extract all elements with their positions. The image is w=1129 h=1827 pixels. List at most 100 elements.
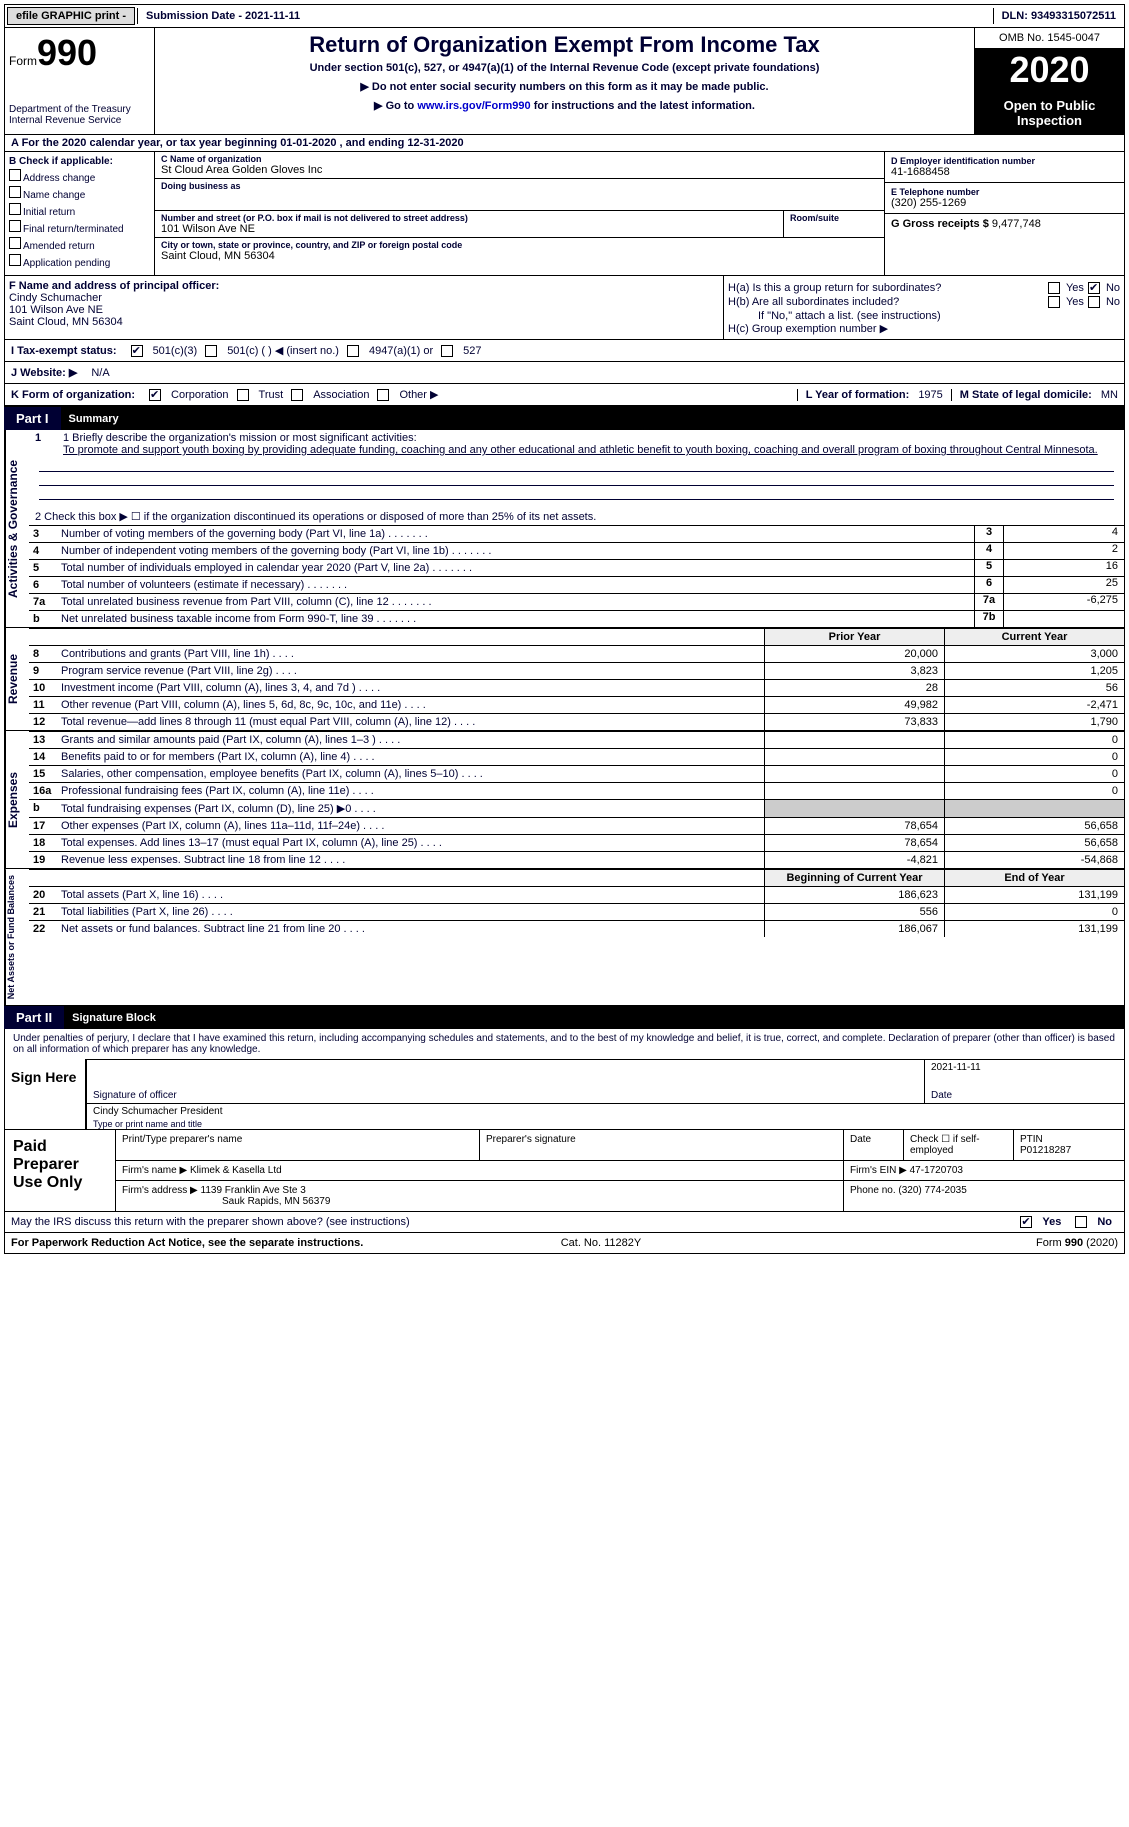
officer-name-title: Cindy Schumacher President: [87, 1104, 1124, 1119]
gov-line: bNet unrelated business taxable income f…: [29, 610, 1124, 627]
revenue-header: Prior Year Current Year: [29, 628, 1124, 645]
table-row: 9Program service revenue (Part VIII, lin…: [29, 662, 1124, 679]
org-name-label: C Name of organization: [161, 154, 878, 164]
discuss-row: May the IRS discuss this return with the…: [4, 1212, 1125, 1233]
hb-yes[interactable]: [1048, 296, 1060, 308]
street-label: Number and street (or P.O. box if mail i…: [161, 213, 777, 223]
cb-527[interactable]: [441, 345, 453, 357]
cb-501c3[interactable]: [131, 345, 143, 357]
perjury-declaration: Under penalties of perjury, I declare th…: [5, 1029, 1124, 1059]
table-row: 8Contributions and grants (Part VIII, li…: [29, 645, 1124, 662]
paperwork-notice: For Paperwork Reduction Act Notice, see …: [11, 1237, 363, 1249]
gross-receipts: 9,477,748: [992, 218, 1041, 230]
cb-pending[interactable]: [9, 254, 21, 266]
ha-no[interactable]: [1088, 282, 1100, 294]
ptin-cell: PTINP01218287: [1014, 1130, 1124, 1160]
table-row: 12Total revenue—add lines 8 through 11 (…: [29, 713, 1124, 730]
efile-print-button[interactable]: efile GRAPHIC print -: [7, 7, 135, 25]
form-label: Form: [9, 54, 37, 68]
city-state-zip: Saint Cloud, MN 56304: [161, 250, 878, 262]
gov-line: 6Total number of volunteers (estimate if…: [29, 576, 1124, 593]
hb-no[interactable]: [1088, 296, 1100, 308]
form-header: Form990 Department of the TreasuryIntern…: [4, 28, 1125, 135]
prep-date-label: Date: [844, 1130, 904, 1160]
sect-revenue: Revenue Prior Year Current Year 8Contrib…: [4, 628, 1125, 731]
label-expenses: Expenses: [5, 731, 29, 868]
form-number: 990: [37, 32, 97, 73]
gov-line: 4Number of independent voting members of…: [29, 542, 1124, 559]
label-revenue: Revenue: [5, 628, 29, 730]
sign-here-label: Sign Here: [5, 1059, 85, 1129]
ha-yes[interactable]: [1048, 282, 1060, 294]
part-2-header: Part II Signature Block: [4, 1006, 1125, 1029]
table-row: 21Total liabilities (Part X, line 26) . …: [29, 903, 1124, 920]
table-row: 15Salaries, other compensation, employee…: [29, 765, 1124, 782]
cb-other[interactable]: [377, 389, 389, 401]
city-label: City or town, state or province, country…: [161, 240, 878, 250]
instructions-link[interactable]: www.irs.gov/Form990: [417, 100, 530, 112]
row-i: I Tax-exempt status: 501(c)(3) 501(c) ( …: [4, 340, 1125, 362]
table-row: 14Benefits paid to or for members (Part …: [29, 748, 1124, 765]
header-note-1: ▶ Do not enter social security numbers o…: [159, 80, 970, 93]
cb-corp[interactable]: [149, 389, 161, 401]
domicile-state: MN: [1101, 389, 1118, 401]
principal-officer: F Name and address of principal officer:…: [5, 276, 724, 339]
ein-label: D Employer identification number: [891, 156, 1118, 166]
header-note-2: ▶ Go to www.irs.gov/Form990 for instruct…: [159, 99, 970, 112]
discuss-yes[interactable]: [1020, 1216, 1032, 1228]
prep-sig-label: Preparer's signature: [480, 1130, 844, 1160]
cb-final-return[interactable]: [9, 220, 21, 232]
cb-assoc[interactable]: [291, 389, 303, 401]
line-2: 2 Check this box ▶ ☐ if the organization…: [29, 508, 1124, 525]
table-row: 19Revenue less expenses. Subtract line 1…: [29, 851, 1124, 868]
cb-amended[interactable]: [9, 237, 21, 249]
net-header: Beginning of Current Year End of Year: [29, 869, 1124, 886]
form-subtitle: Under section 501(c), 527, or 4947(a)(1)…: [159, 62, 970, 74]
signature-field[interactable]: [87, 1060, 924, 1088]
cb-4947[interactable]: [347, 345, 359, 357]
form-ref: Form 990 (2020): [1036, 1237, 1118, 1249]
firm-phone: Phone no. (320) 774-2035: [844, 1181, 1124, 1211]
dba-label: Doing business as: [161, 181, 878, 191]
form-title: Return of Organization Exempt From Incom…: [159, 32, 970, 58]
hb-note: If "No," attach a list. (see instruction…: [728, 310, 1120, 322]
fh-block: F Name and address of principal officer:…: [4, 276, 1125, 340]
signature-block: Under penalties of perjury, I declare th…: [4, 1029, 1125, 1130]
preparer-label: Paid Preparer Use Only: [5, 1130, 115, 1211]
col-b: B Check if applicable: Address change Na…: [5, 152, 155, 275]
header-center: Return of Organization Exempt From Incom…: [155, 28, 974, 134]
gov-line: 7aTotal unrelated business revenue from …: [29, 593, 1124, 610]
street-address: 101 Wilson Ave NE: [161, 223, 777, 235]
cb-address-change[interactable]: [9, 169, 21, 181]
cb-501c[interactable]: [205, 345, 217, 357]
footer: For Paperwork Reduction Act Notice, see …: [4, 1233, 1125, 1254]
sect-governance: Activities & Governance 1 1 Briefly desc…: [4, 430, 1125, 628]
col-d: D Employer identification number 41-1688…: [884, 152, 1124, 275]
cb-name-change[interactable]: [9, 186, 21, 198]
sect-expenses: Expenses 13Grants and similar amounts pa…: [4, 731, 1125, 869]
hc-row: H(c) Group exemption number ▶: [728, 322, 1120, 335]
prep-name-label: Print/Type preparer's name: [116, 1130, 480, 1160]
tax-year: 2020: [975, 49, 1124, 92]
table-row: 13Grants and similar amounts paid (Part …: [29, 731, 1124, 748]
bcd-block: B Check if applicable: Address change Na…: [4, 152, 1125, 276]
submission-date: Submission Date - 2021-11-11: [137, 8, 308, 24]
phone-label: E Telephone number: [891, 187, 1118, 197]
dept-label: Department of the TreasuryInternal Reven…: [9, 104, 150, 126]
cb-trust[interactable]: [237, 389, 249, 401]
signature-date: 2021-11-11: [924, 1060, 1124, 1088]
open-to-public: Open to Public Inspection: [975, 92, 1124, 134]
gross-receipts-label: G Gross receipts $: [891, 218, 989, 230]
table-row: 18Total expenses. Add lines 13–17 (must …: [29, 834, 1124, 851]
date-label: Date: [924, 1088, 1124, 1103]
firm-name: Firm's name ▶ Klimek & Kasella Ltd: [116, 1161, 844, 1180]
cb-initial-return[interactable]: [9, 203, 21, 215]
part-1-header: Part I Summary: [4, 407, 1125, 430]
discuss-no[interactable]: [1075, 1216, 1087, 1228]
dln: DLN: 93493315072511: [993, 8, 1124, 24]
sig-officer-label: Signature of officer: [87, 1088, 924, 1103]
website: N/A: [91, 367, 109, 379]
paid-preparer: Paid Preparer Use Only Print/Type prepar…: [4, 1130, 1125, 1212]
firm-address: Firm's address ▶ 1139 Franklin Ave Ste 3…: [116, 1181, 844, 1211]
table-row: bTotal fundraising expenses (Part IX, co…: [29, 799, 1124, 817]
